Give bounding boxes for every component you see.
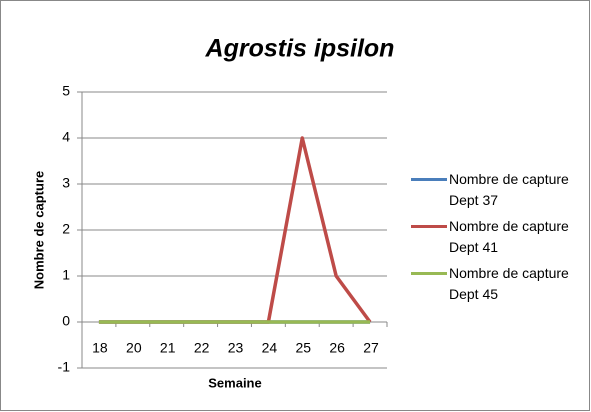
legend-item: Nombre de capture Dept 41 (411, 216, 586, 260)
legend-label: Nombre de capture Dept 41 (449, 218, 569, 255)
chart-title: Agrostis ipsilon (205, 35, 395, 63)
x-tick-label: 26 (329, 340, 345, 356)
y-tick-label: -1 (58, 359, 71, 375)
x-axis-label: Semaine (208, 375, 261, 390)
legend-swatch (411, 225, 447, 228)
legend-label: Nombre de capture Dept 45 (449, 265, 569, 302)
y-tick-label: 4 (62, 129, 70, 145)
y-axis-label: Nombre de capture (31, 171, 46, 289)
x-tick-label: 22 (194, 340, 210, 356)
legend-item: Nombre de capture Dept 45 (411, 263, 586, 307)
y-tick-label: 0 (62, 313, 70, 329)
y-tick-label: 1 (62, 267, 70, 283)
x-tick-label: 27 (363, 340, 379, 356)
x-tick-label: 21 (160, 340, 176, 356)
y-tick-label: 5 (62, 83, 70, 99)
x-tick-label: 20 (126, 340, 142, 356)
x-tick-label: 23 (228, 340, 244, 356)
legend-label: Nombre de capture Dept 37 (449, 171, 569, 208)
legend-swatch (411, 178, 447, 181)
legend-swatch (411, 272, 447, 275)
y-tick-label: 3 (62, 175, 70, 191)
x-tick-label: 24 (262, 340, 278, 356)
x-tick-label: 25 (295, 340, 311, 356)
x-tick-label: 18 (92, 340, 108, 356)
y-tick-label: 2 (62, 221, 70, 237)
legend-item: Nombre de capture Dept 37 (411, 169, 586, 213)
